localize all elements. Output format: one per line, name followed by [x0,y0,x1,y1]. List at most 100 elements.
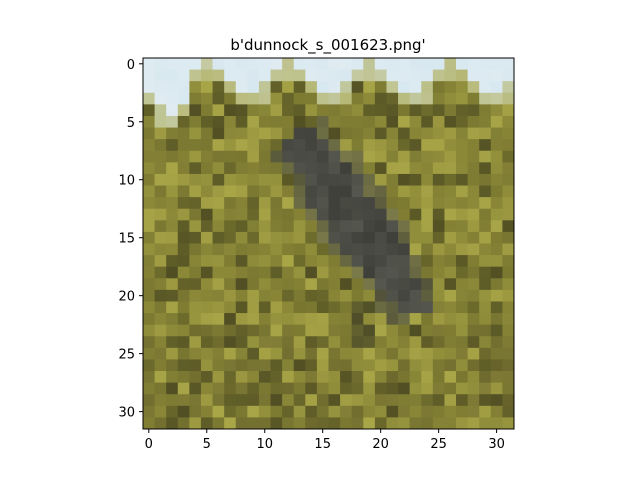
pixel [294,58,306,70]
pixel [444,417,456,429]
pixel [444,290,456,302]
pixel [317,348,329,360]
pixel [329,81,341,93]
pixel [479,197,491,209]
pixel [236,197,248,209]
pixel [259,220,271,232]
pixel [444,128,456,140]
pixel [479,139,491,151]
pixel [201,197,213,209]
pixel [398,267,410,279]
pixel [444,151,456,163]
pixel [201,232,213,244]
pixel [433,255,445,267]
pixel [178,104,190,116]
pixel [386,128,398,140]
pixel [468,197,480,209]
pixel [375,70,387,82]
pixel [468,128,480,140]
y-tick-label: 0 [127,58,135,73]
pixel [444,58,456,70]
pixel [502,313,514,325]
pixel [340,116,352,128]
pixel [444,209,456,221]
pixel [468,267,480,279]
pixel [491,394,503,406]
pixel [410,244,422,256]
pixel [166,151,178,163]
pixel [201,301,213,313]
pixel [271,70,283,82]
pixel [352,336,364,348]
pixel [213,209,225,221]
pixel [491,313,503,325]
pixel [236,325,248,337]
pixel [410,383,422,395]
pixel [143,174,155,186]
pixel [444,116,456,128]
pixel [456,186,468,198]
pixel [444,255,456,267]
pixel [143,209,155,221]
pixel [479,383,491,395]
pixel [329,174,341,186]
pixel [271,220,283,232]
pixel [491,417,503,429]
pixel [468,116,480,128]
pixel [247,290,259,302]
pixel [294,406,306,418]
pixel [282,406,294,418]
pixel [444,244,456,256]
pixel [410,174,422,186]
pixel [456,290,468,302]
pixel [259,116,271,128]
pixel [189,313,201,325]
pixel [479,267,491,279]
pixel [502,151,514,163]
pixel [178,417,190,429]
pixel [178,128,190,140]
pixel [317,209,329,221]
pixel [479,325,491,337]
pixel [282,209,294,221]
pixel [271,313,283,325]
pixel [468,278,480,290]
pixel [166,255,178,267]
pixel [236,232,248,244]
pixel [282,290,294,302]
pixel [155,116,167,128]
pixel [386,325,398,337]
pixel [444,232,456,244]
pixel [166,325,178,337]
pixel [178,371,190,383]
pixel [410,220,422,232]
pixel [178,58,190,70]
pixel [282,383,294,395]
pixel [421,255,433,267]
pixel [433,209,445,221]
pixel [410,290,422,302]
pixel [468,359,480,371]
pixel [189,232,201,244]
pixel [282,244,294,256]
pixel [456,197,468,209]
pixel [352,383,364,395]
pixel [224,186,236,198]
pixel [352,406,364,418]
pixel [271,244,283,256]
pixel [259,162,271,174]
pixel [329,162,341,174]
pixel [166,301,178,313]
pixel [143,116,155,128]
pixel [421,325,433,337]
pixel [271,104,283,116]
pixel [421,128,433,140]
pixel [491,104,503,116]
pixel [305,209,317,221]
pixel [433,267,445,279]
pixel [444,104,456,116]
pixel [294,186,306,198]
pixel [468,394,480,406]
pixel [305,348,317,360]
pixel [282,104,294,116]
